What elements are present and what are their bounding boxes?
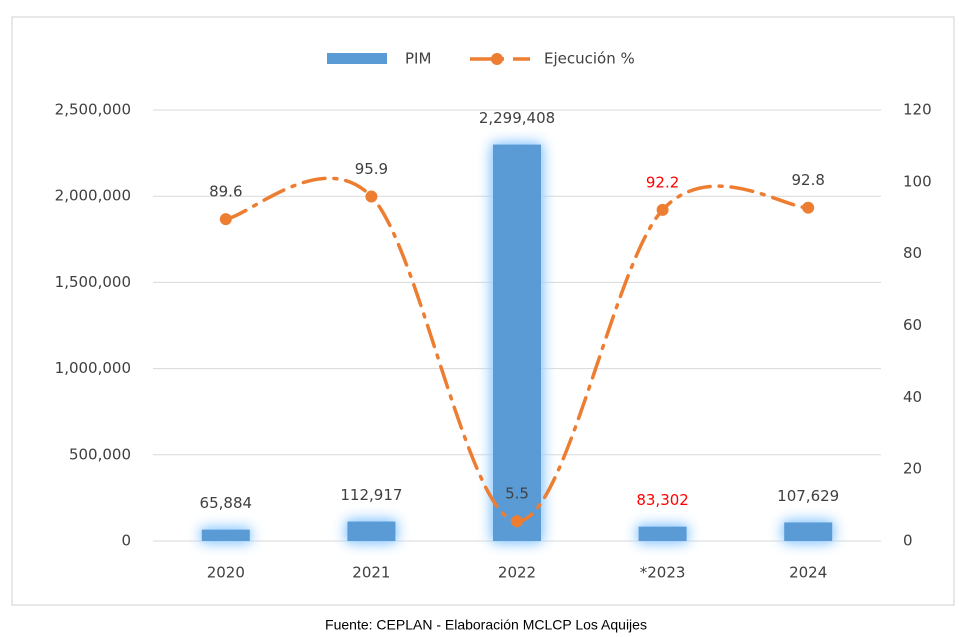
y2-tick-label: 100 bbox=[903, 172, 932, 190]
legend-label: PIM bbox=[405, 50, 431, 68]
bar bbox=[784, 522, 833, 541]
line-value-label: 89.6 bbox=[209, 183, 242, 201]
y2-tick-label: 120 bbox=[903, 101, 932, 119]
bar-value-label: 83,302 bbox=[636, 491, 689, 509]
bar bbox=[638, 526, 687, 541]
y-tick-label: 2,000,000 bbox=[55, 187, 131, 205]
line-value-label: 5.5 bbox=[505, 485, 529, 503]
x-tick-label: 2020 bbox=[207, 564, 245, 582]
y-tick-label: 1,000,000 bbox=[55, 359, 131, 377]
line-marker bbox=[511, 515, 523, 528]
y2-tick-label: 80 bbox=[903, 244, 922, 262]
line-value-label: 92.2 bbox=[646, 173, 679, 191]
y-tick-label: 1,500,000 bbox=[55, 273, 131, 291]
x-tick-label: 2022 bbox=[498, 564, 536, 582]
bar bbox=[347, 521, 396, 541]
bar-value-label: 107,629 bbox=[777, 487, 839, 505]
chart-frame bbox=[11, 16, 955, 606]
x-tick-label: *2023 bbox=[640, 564, 686, 582]
legend-label: Ejecución % bbox=[544, 50, 635, 68]
y-tick-label: 2,500,000 bbox=[55, 101, 131, 119]
y2-tick-label: 20 bbox=[903, 460, 922, 478]
x-tick-label: 2024 bbox=[789, 564, 827, 582]
bar-value-label: 112,917 bbox=[340, 486, 402, 504]
bar-value-label: 2,299,408 bbox=[479, 109, 555, 127]
line-value-label: 92.8 bbox=[791, 171, 824, 189]
line-value-label: 95.9 bbox=[355, 160, 388, 178]
x-tick-label: 2021 bbox=[352, 564, 390, 582]
line-marker bbox=[802, 201, 815, 214]
line-marker bbox=[365, 190, 378, 203]
y-tick-label: 0 bbox=[121, 532, 131, 550]
bar bbox=[493, 144, 541, 541]
bar bbox=[201, 529, 250, 541]
y2-tick-label: 40 bbox=[903, 388, 922, 406]
source-caption: Fuente: CEPLAN - Elaboración MCLCP Los A… bbox=[325, 617, 647, 633]
legend-swatch bbox=[327, 53, 387, 64]
y2-tick-label: 60 bbox=[903, 316, 922, 334]
bar-value-label: 65,884 bbox=[200, 494, 253, 512]
line-marker bbox=[656, 203, 669, 216]
y-tick-label: 500,000 bbox=[69, 445, 131, 463]
line-marker bbox=[219, 213, 232, 226]
legend-swatch bbox=[491, 53, 503, 65]
y2-tick-label: 0 bbox=[903, 532, 913, 550]
